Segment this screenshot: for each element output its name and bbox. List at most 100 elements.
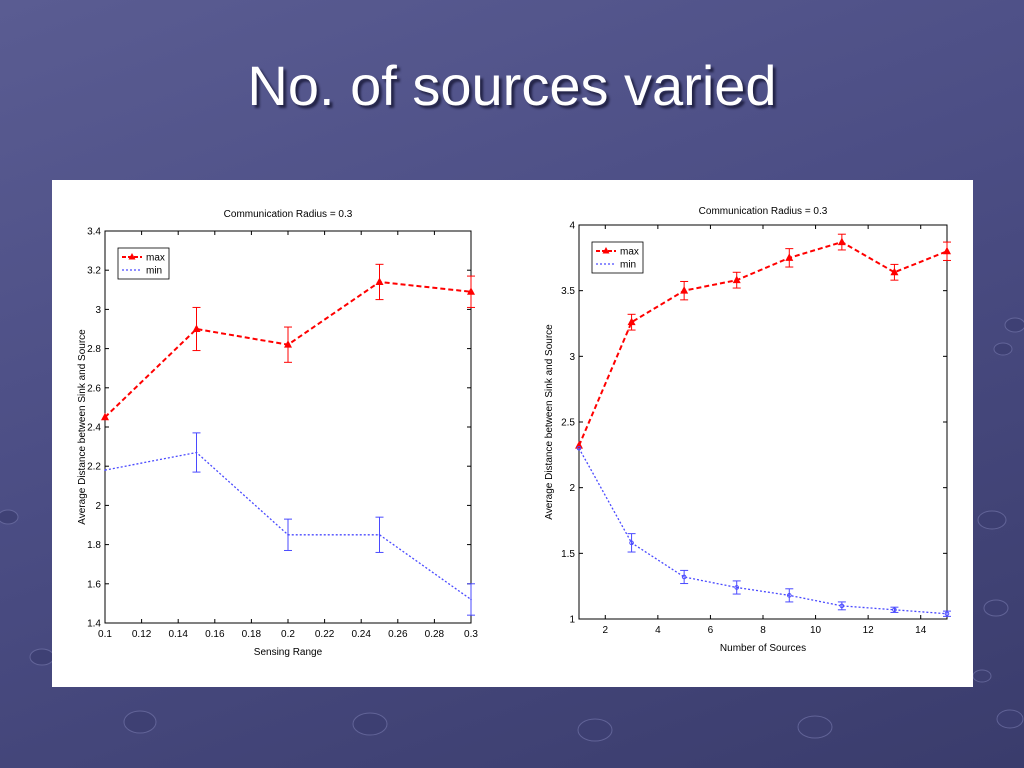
x-tick-label: 4 [655, 625, 661, 636]
data-point [467, 287, 475, 295]
series-max [575, 233, 951, 449]
data-point [837, 237, 846, 246]
data-point [375, 277, 384, 285]
y-tick-label: 3 [95, 305, 101, 316]
y-tick-label: 2.6 [87, 383, 101, 394]
legend-label: min [146, 266, 162, 277]
x-tick-label: 2 [603, 625, 609, 636]
legend-box [117, 247, 170, 280]
x-tick-label: 14 [915, 625, 927, 636]
bubble [972, 669, 992, 683]
charts-svg: Communication Radius = 0.3 Sensing Range A… [77, 206, 951, 658]
x-tick-label: 0.24 [351, 629, 371, 640]
data-point [192, 324, 201, 332]
bubble [983, 599, 1009, 617]
x-tick-label: 0.22 [315, 629, 335, 640]
legend-box [591, 241, 644, 274]
data-point [943, 246, 951, 255]
data-point [944, 611, 950, 617]
data-point [890, 267, 899, 276]
x-tick-label: 0.26 [388, 629, 408, 640]
data-point [629, 540, 634, 546]
y-tick-label: 1.6 [87, 579, 101, 590]
data-point [287, 534, 289, 536]
data-point [378, 534, 381, 536]
x-tick-label: 0.28 [425, 629, 445, 640]
data-point [195, 451, 198, 454]
y-tick-label: 2 [569, 483, 575, 494]
y-axis-label: Average Distance between Sink and Source [544, 324, 555, 520]
x-tick-label: 0.18 [242, 629, 262, 640]
plot-axes-box [104, 230, 472, 624]
data-point [732, 275, 741, 284]
x-tick-label: 0.16 [205, 629, 225, 640]
y-tick-label: 2 [95, 501, 101, 512]
plot-axes-box [578, 224, 948, 620]
legend-label: max [620, 247, 639, 258]
bubble [352, 712, 388, 736]
x-tick-label: 0.1 [98, 629, 112, 640]
data-point [680, 286, 689, 294]
chart-title: Communication Radius = 0.3 [224, 209, 353, 220]
y-tick-label: 2.8 [87, 344, 101, 355]
legend-label: max [146, 253, 165, 264]
data-point [284, 340, 292, 348]
x-tick-label: 6 [708, 625, 714, 636]
series-max [101, 263, 475, 421]
data-point [104, 469, 106, 471]
y-tick-label: 1.8 [87, 540, 101, 551]
y-tick-label: 1.5 [561, 549, 575, 560]
bubble [977, 510, 1007, 530]
y-tick-label: 4 [569, 221, 575, 232]
series-line [578, 447, 948, 615]
slide-title: No. of sources varied [247, 54, 777, 117]
y-tick-label: 2.2 [87, 462, 101, 473]
data-point [892, 607, 897, 613]
bubble [797, 715, 833, 739]
data-point [786, 593, 792, 598]
bubble [1004, 317, 1024, 333]
chart-title: Communication Radius = 0.3 [699, 206, 828, 217]
chart-2: Communication Radius = 0.3 Number of Sour… [544, 206, 951, 654]
data-point [839, 603, 845, 609]
data-point [681, 574, 687, 580]
legend-marker [602, 247, 610, 254]
bubble [577, 718, 613, 742]
x-tick-label: 0.2 [281, 629, 295, 640]
data-point [101, 412, 109, 421]
figure-panel: Communication Radius = 0.3 Sensing Range A… [52, 180, 973, 687]
y-tick-label: 2.5 [561, 418, 575, 429]
x-tick-label: 0.14 [168, 629, 188, 640]
y-tick-label: 3.2 [87, 266, 101, 277]
y-tick-label: 2.4 [87, 423, 101, 434]
bubble [29, 648, 55, 666]
bubble [993, 342, 1013, 356]
data-point [576, 445, 582, 451]
data-point [734, 585, 740, 590]
legend-label: min [620, 260, 636, 271]
bubble [996, 709, 1024, 729]
series-min [104, 432, 475, 616]
data-point [627, 317, 636, 326]
x-tick-label: 8 [760, 625, 766, 636]
chart-1: Communication Radius = 0.3 Sensing Range A… [77, 209, 478, 658]
bubble [0, 509, 19, 525]
x-tick-label: 0.12 [132, 629, 152, 640]
y-tick-label: 1 [569, 615, 575, 626]
y-axis-label: Average Distance between Sink and Source [77, 329, 88, 525]
x-axis-label: Sensing Range [254, 647, 323, 658]
y-tick-label: 3.4 [87, 227, 101, 238]
x-tick-label: 12 [863, 625, 875, 636]
x-tick-label: 10 [810, 625, 822, 636]
y-tick-label: 3 [569, 352, 575, 363]
bubble [123, 710, 157, 734]
data-point [470, 598, 472, 601]
series-min [576, 445, 951, 617]
data-point [785, 253, 794, 261]
y-tick-label: 3.5 [561, 286, 575, 297]
y-tick-label: 1.4 [87, 619, 101, 630]
legend-marker [128, 253, 136, 260]
x-tick-label: 0.3 [464, 629, 478, 640]
x-axis-label: Number of Sources [720, 643, 806, 654]
data-point [575, 441, 583, 449]
